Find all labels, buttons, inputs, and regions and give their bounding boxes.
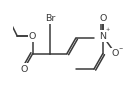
Text: O: O bbox=[112, 49, 119, 58]
Text: O: O bbox=[20, 65, 27, 74]
Text: O: O bbox=[99, 14, 106, 23]
Text: N: N bbox=[99, 32, 106, 41]
Text: O: O bbox=[29, 32, 36, 41]
Text: $^+$: $^+$ bbox=[104, 28, 111, 34]
Text: Br: Br bbox=[45, 14, 55, 23]
Text: $^-$: $^-$ bbox=[117, 46, 124, 52]
